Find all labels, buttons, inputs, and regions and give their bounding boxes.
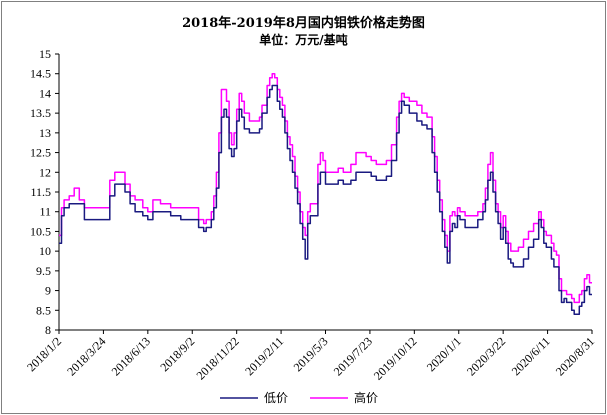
x-tick-label: 2019/2/11 (242, 334, 286, 378)
y-tick-label: 8.5 (36, 303, 51, 317)
legend: 低价 高价 (220, 390, 378, 405)
y-tick-label: 9.5 (36, 264, 51, 278)
y-tick-label: 9 (45, 284, 51, 298)
y-tick-label: 12.5 (30, 146, 51, 160)
x-tick-label: 2020/6/11 (509, 334, 553, 378)
x-tick-label: 2018/9/2 (157, 334, 197, 374)
y-tick-label: 11.5 (30, 185, 51, 199)
chart-subtitle: 单位：万元/基吨 (259, 33, 348, 47)
y-tick-label: 8 (45, 323, 51, 337)
y-tick-label: 15 (39, 47, 51, 61)
x-tick-label: 2018/11/22 (194, 334, 242, 382)
series-lines (59, 72, 592, 315)
x-tick-label: 2018/6/13 (109, 334, 153, 378)
x-tick-label: 2020/8/31 (553, 334, 597, 378)
series-line-low (59, 84, 592, 315)
axes (58, 54, 592, 331)
y-tick-label: 14.5 (30, 67, 51, 81)
chart-title: 2018年-2019年8月国内钼铁价格走势图 (182, 16, 425, 31)
x-tick-label: 2019/7/23 (331, 334, 375, 378)
series-line-high (59, 72, 592, 304)
y-tick-label: 12 (39, 165, 51, 179)
x-tick-label: 2020/3/22 (464, 334, 508, 378)
y-tick-label: 11 (39, 205, 51, 219)
y-tick-label: 10.5 (30, 224, 51, 238)
x-tick-label: 2018/3/24 (64, 334, 108, 378)
x-axis-ticks: 2018/1/2 2018/3/24 2018/6/13 2018/9/22018/1… (24, 330, 597, 383)
x-tick-label: 2018/1/2 (24, 334, 64, 374)
legend-label: 高价 (354, 390, 378, 405)
x-tick-label: 2019/10/12 (371, 334, 420, 383)
y-tick-label: 10 (39, 244, 51, 258)
y-tick-label: 14 (39, 86, 51, 100)
legend-label: 低价 (264, 391, 288, 405)
x-tick-label: 2020/1/1 (424, 334, 464, 374)
x-tick-label: 2019/5/3 (291, 334, 331, 374)
y-tick-label: 13.5 (30, 106, 51, 120)
y-axis-ticks: 8 8.5 9 9.5 10 10.5 11 11.5 12 12.5 13 13.5 14 14.5 15 (30, 47, 59, 337)
y-tick-label: 13 (39, 126, 51, 140)
